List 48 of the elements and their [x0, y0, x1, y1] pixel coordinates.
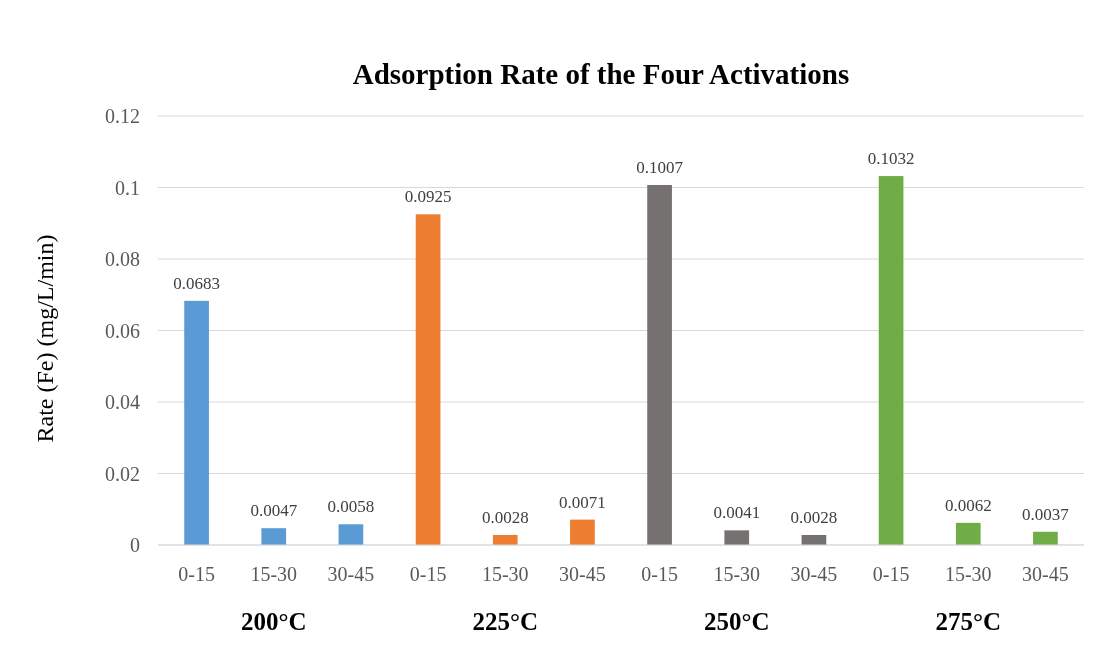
data-label: 0.1032: [867, 149, 915, 169]
bar: [724, 530, 750, 545]
chart-title: Adsorption Rate of the Four Activations: [352, 58, 850, 90]
x-tick-label: 0-15: [409, 563, 447, 585]
y-axis-title: Rate (Fe) (mg/L/min): [32, 234, 58, 443]
x-tick-label: 0-15: [872, 563, 910, 585]
x-tick-label: 30-45: [559, 563, 606, 585]
y-tick-label: 0.12: [105, 105, 140, 127]
bar: [261, 528, 287, 545]
data-label: 0.1007: [636, 158, 684, 177]
bar: [955, 522, 981, 545]
data-label: 0.0028: [481, 507, 529, 527]
y-tick-label: 0: [130, 534, 140, 556]
x-tick-label: 30-45: [790, 563, 838, 585]
x-tick-label: 15-30: [481, 563, 529, 585]
data-label: 0.0683: [173, 273, 220, 293]
bar: [647, 185, 672, 545]
text: 275°C: [935, 608, 1002, 635]
x-tick-label: 0-15: [641, 563, 678, 585]
data-label: 0.0071: [559, 492, 606, 512]
y-tick-label: 0.08: [105, 248, 140, 270]
x-tick-label: 15-30: [713, 563, 761, 585]
y-tick-label: 0.1: [115, 176, 140, 199]
bar: [492, 534, 518, 545]
x-tick-label: 30-45: [327, 563, 375, 585]
y-tick-label: 0.06: [105, 319, 140, 342]
text: 225°C: [472, 608, 539, 635]
data-label: 0.0037: [1022, 504, 1070, 524]
data-label: 0.0028: [790, 507, 838, 527]
x-tick-label: 15-30: [944, 563, 992, 585]
data-label: 0.0062: [944, 495, 992, 515]
data-label: 0.0925: [404, 187, 452, 207]
x-tick-label: 30-45: [1022, 563, 1069, 585]
y-tick-label: 0.02: [105, 462, 140, 485]
data-label: 0.0041: [713, 503, 761, 523]
bar: [338, 524, 364, 545]
data-label: 0.0047: [250, 501, 298, 521]
y-tick-label: 0.04: [105, 391, 140, 413]
text: 250°C: [703, 608, 770, 635]
x-tick-label: 0-15: [178, 563, 215, 585]
bar: [1033, 531, 1058, 545]
text: 200°C: [240, 608, 307, 635]
bar: [570, 519, 595, 545]
bar: [184, 300, 209, 545]
bar: [415, 214, 441, 545]
data-label: 0.0058: [327, 497, 375, 517]
bar: [878, 176, 904, 545]
x-tick-label: 15-30: [250, 563, 298, 585]
